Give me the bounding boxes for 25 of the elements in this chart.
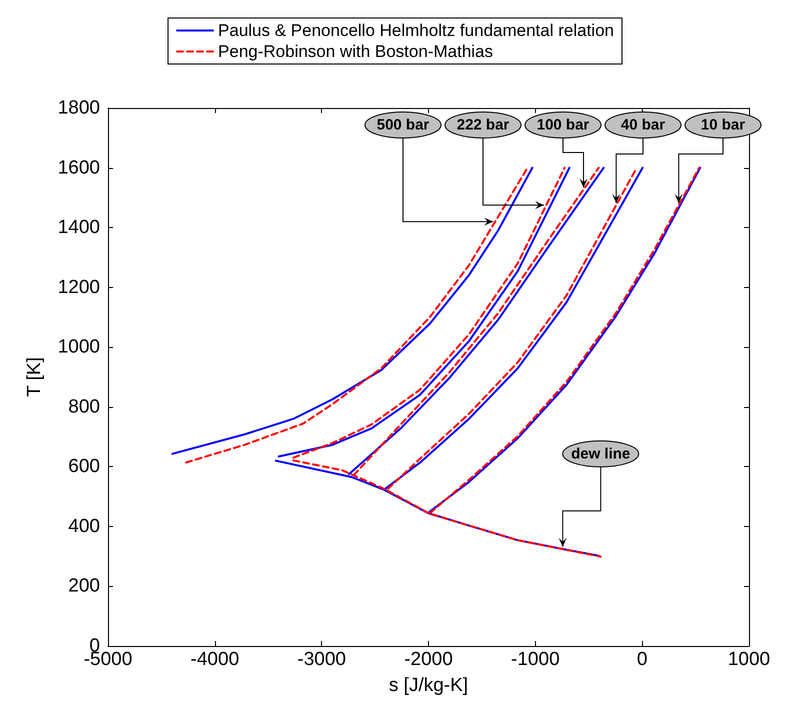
legend-label: Peng-Robinson with Boston-Mathias xyxy=(218,42,494,61)
x-tick-label: 0 xyxy=(636,649,648,670)
x-tick-label: -1000 xyxy=(511,649,560,670)
x-tick-label: 1000 xyxy=(728,649,770,670)
x-axis-title: s [J/kg-K] xyxy=(388,675,468,696)
y-tick-label: 400 xyxy=(68,516,100,537)
y-tick-label: 800 xyxy=(68,396,100,418)
annotation: 100 bar xyxy=(536,116,590,134)
x-tick-label: -2000 xyxy=(404,649,453,670)
annotation: 500 bar xyxy=(376,116,430,134)
annotation: 10 bar xyxy=(700,116,746,134)
annotation: 222 bar xyxy=(456,116,510,134)
y-tick-label: 1000 xyxy=(58,336,100,358)
y-tick-label: 1200 xyxy=(58,276,100,298)
y-tick-label: 600 xyxy=(68,456,100,478)
legend-label: Paulus & Penoncello Helmholtz fundamental relation xyxy=(218,21,614,40)
annotation: 40 bar xyxy=(620,116,666,134)
x-tick-label: -3000 xyxy=(297,649,346,670)
y-tick-label: 1600 xyxy=(58,157,100,178)
y-tick-label: 1400 xyxy=(58,217,100,238)
y-tick-label: 1800 xyxy=(58,98,100,118)
annotation: dew line xyxy=(571,445,630,462)
y-axis-title: T [K] xyxy=(24,357,45,397)
x-tick-label: -4000 xyxy=(190,649,240,670)
y-tick-label: 200 xyxy=(68,576,100,597)
